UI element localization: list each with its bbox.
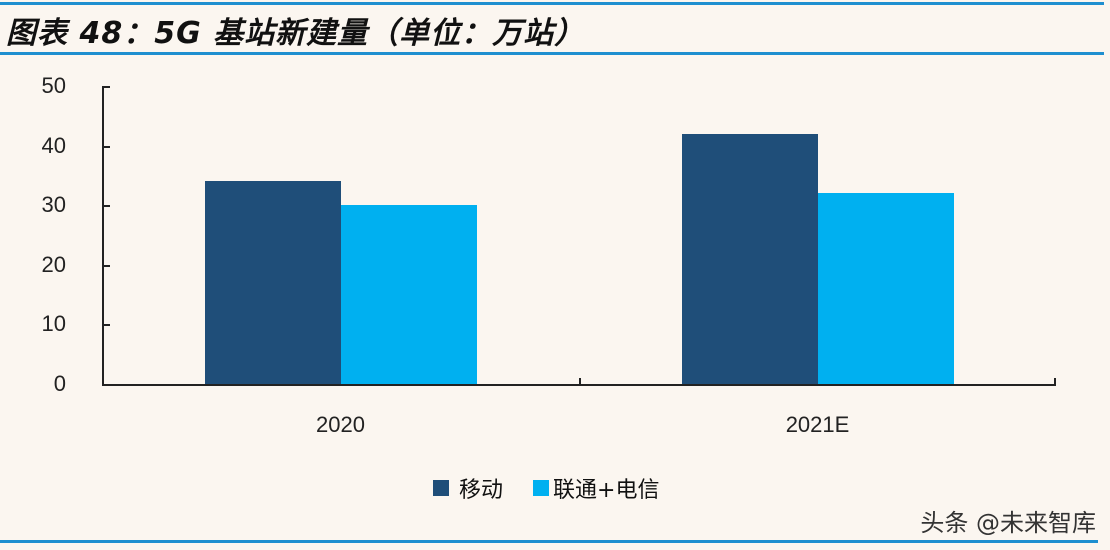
chart-title: 图表 48：5G 基站新建量（单位：万站） — [6, 16, 586, 51]
x-category-label: 2021E — [785, 412, 850, 437]
watermark: 头条 @未来智库 — [920, 509, 1096, 537]
y-tick-label: 10 — [41, 311, 66, 337]
x-tick-mark — [579, 378, 581, 386]
y-tick-label: 50 — [41, 73, 66, 98]
y-tick-mark — [102, 324, 110, 327]
y-tick-mark — [102, 384, 110, 386]
legend: 移动 联通+电信 — [433, 472, 659, 504]
y-tick-mark — [102, 145, 110, 148]
legend-swatch-series2 — [533, 480, 550, 496]
bar-联通+电信-2021E — [817, 193, 954, 384]
x-tick-mark — [1054, 378, 1056, 386]
y-tick-label: 30 — [41, 192, 66, 218]
y-axis — [102, 86, 104, 385]
bottom-rule — [0, 540, 1098, 543]
legend-label-series1: 移动 — [459, 478, 504, 503]
top-rule — [0, 2, 1104, 5]
y-tick-label: 20 — [41, 251, 66, 277]
bar-移动-2021E — [681, 133, 818, 384]
bar-联通+电信-2020 — [340, 205, 477, 384]
legend-swatch-series1 — [433, 480, 449, 496]
x-category-label: 2020 — [316, 412, 365, 437]
legend-label-series2: 联通+电信 — [553, 478, 660, 503]
y-tick-label: 0 — [53, 371, 66, 396]
bar-移动-2020 — [204, 181, 341, 384]
title-underline — [0, 52, 1104, 55]
y-tick-mark — [102, 264, 110, 267]
y-tick-label: 40 — [41, 132, 66, 158]
y-tick-mark — [102, 205, 110, 208]
y-tick-mark — [102, 86, 110, 88]
